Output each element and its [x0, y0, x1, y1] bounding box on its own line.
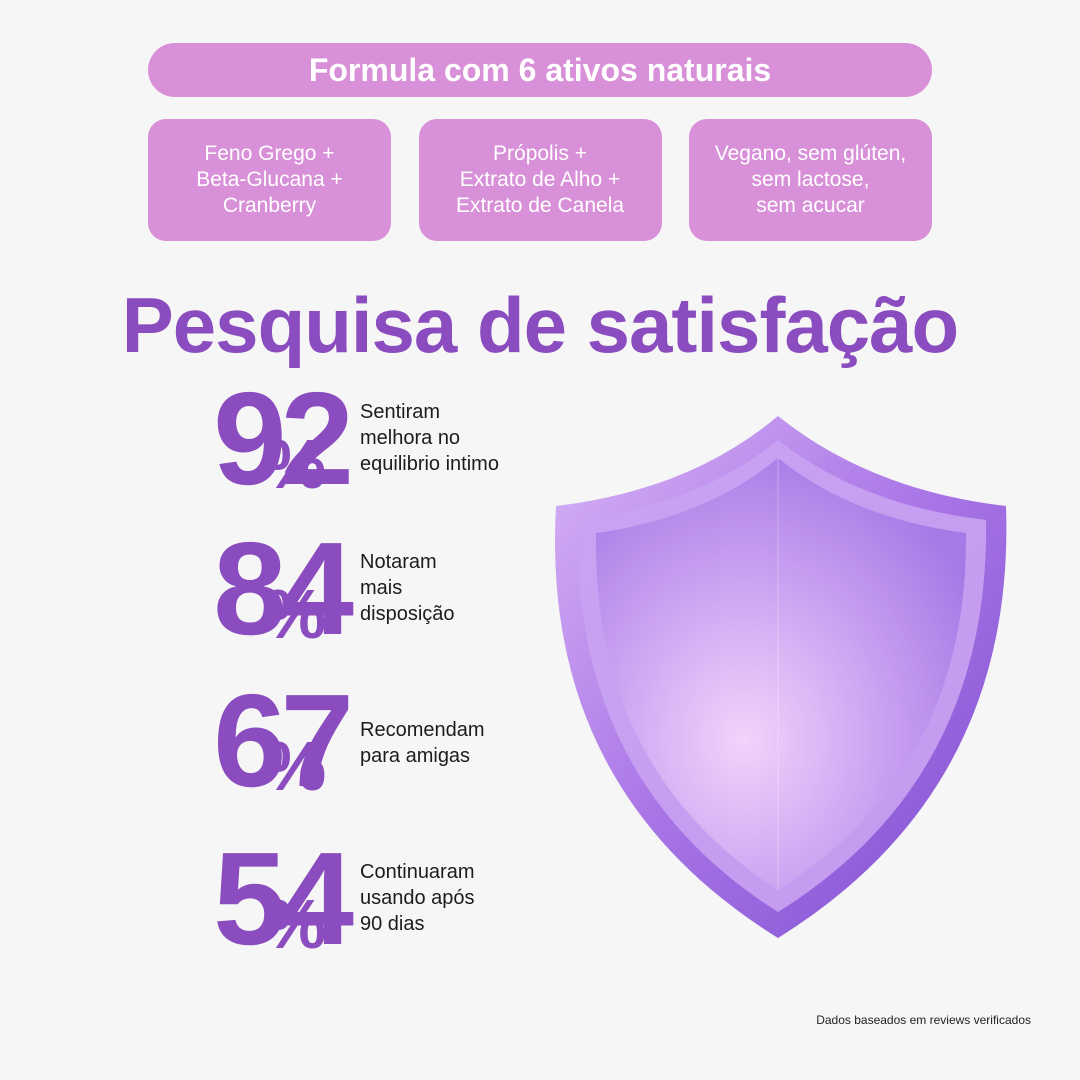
feature-card: Feno Grego + Beta-Glucana + Cranberry	[148, 119, 391, 241]
card-line: Extrato de Canela	[455, 194, 625, 217]
header-pill: Formula com 6 ativos naturais	[148, 43, 932, 97]
stat-unit: %	[264, 575, 327, 653]
stat-line: equilibrio intimo	[360, 453, 499, 475]
stat-description: Recomendam para amigas	[360, 717, 485, 769]
stat-line: usando após	[360, 887, 475, 909]
stat-unit: %	[264, 885, 327, 963]
stat-unit: %	[264, 425, 327, 503]
stat-line: Notaram	[360, 551, 437, 573]
survey-title: Pesquisa de satisfação	[121, 281, 959, 369]
stat-line: mais	[360, 577, 403, 599]
header-title: Formula com 6 ativos naturais	[308, 51, 772, 88]
stat-line: Sentiram	[360, 401, 441, 423]
stat-line: 90 dias	[360, 913, 425, 935]
stat-description: Continuaram usando após 90 dias	[360, 859, 475, 937]
stat-unit: %	[264, 727, 327, 805]
card-line: sem acucar	[756, 194, 865, 217]
card-line: sem lactose,	[751, 168, 870, 191]
stat-value: 84	[213, 515, 354, 662]
stat-line: Continuaram	[360, 861, 475, 883]
card-line: Beta-Glucana +	[196, 168, 343, 191]
feature-card: Própolis + Extrato de Alho + Extrato de Ca…	[418, 119, 662, 241]
card-line: Cranberry	[222, 194, 317, 217]
stat-row: 84% Notaram mais disposição	[108, 523, 548, 655]
stat-line: melhora no	[360, 427, 461, 449]
stat-value: 92	[213, 365, 354, 512]
cards: Feno Grego + Beta-Glucana + Cranberry Própo…	[148, 119, 932, 241]
card-line: Feno Grego +	[204, 142, 335, 165]
stat-value: 67	[213, 667, 354, 814]
stat-row: 67% Recomendam para amigas	[108, 675, 548, 807]
stat-description: Notaram mais disposição	[360, 549, 455, 627]
stat-row: 92% Sentiram melhora no equilibrio intimo	[108, 373, 548, 505]
stat-row: 54% Continuaram usando após 90 dias	[108, 833, 548, 965]
stat-value: 54	[213, 825, 354, 972]
stat-description: Sentiram melhora no equilibrio intimo	[360, 399, 499, 477]
card-line: Extrato de Alho +	[459, 168, 621, 191]
card-line: Vegano, sem glúten,	[714, 142, 907, 165]
card-line: Própolis +	[493, 142, 587, 165]
feature-card: Vegano, sem glúten, sem lactose, sem acuca…	[689, 119, 932, 241]
shield-icon	[554, 416, 1007, 938]
stat-line: Recomendam	[360, 719, 485, 741]
stat-line: disposição	[360, 603, 455, 625]
footnote: Dados baseados em reviews verificados	[816, 1013, 1031, 1027]
stat-line: para amigas	[360, 745, 471, 767]
